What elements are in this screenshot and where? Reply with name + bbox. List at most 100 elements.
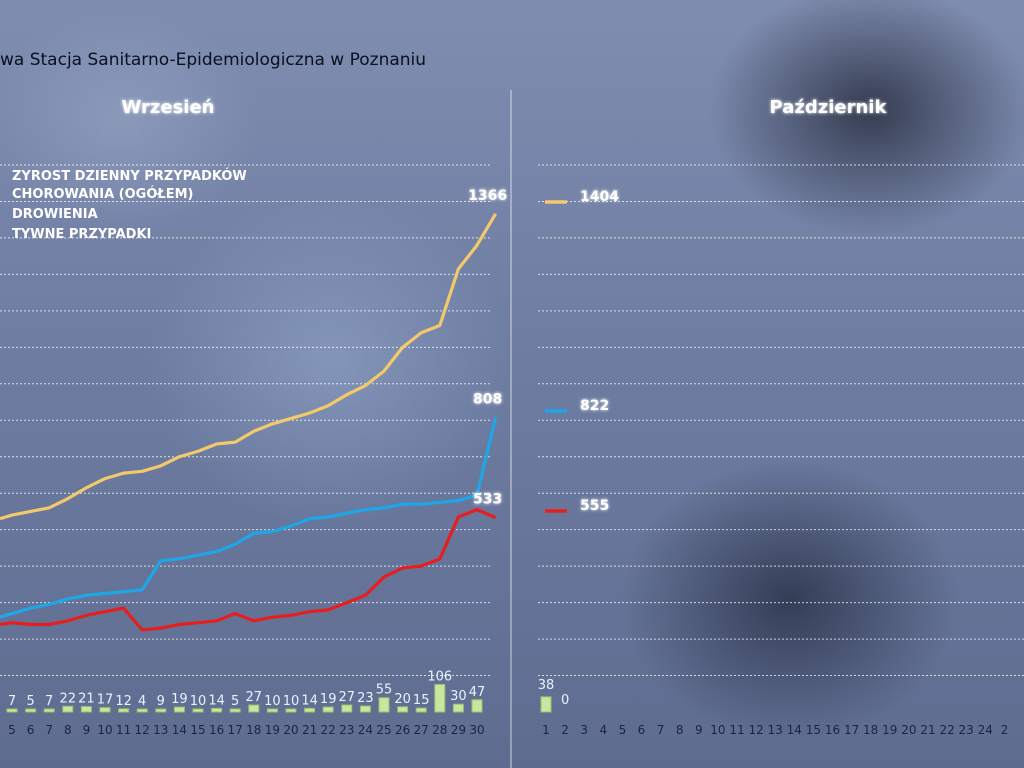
daily-bar-label: 55 xyxy=(376,683,393,698)
x-tick-label: 19 xyxy=(265,723,280,737)
series-end-labels-september: 1366 808 533 xyxy=(468,188,507,508)
series-line-cases xyxy=(0,213,497,521)
grid-right xyxy=(538,164,1024,677)
daily-bar xyxy=(155,708,167,713)
x-tick-label: 20 xyxy=(901,723,916,737)
daily-bar-label: 10 xyxy=(283,694,300,709)
series-value-label-cases: 1404 xyxy=(580,189,619,205)
x-tick-label: 17 xyxy=(228,723,243,737)
x-tick-labels-october: 1 2 3 4 5 6 7 8 9 10 11 12 13 14 15 16 17 18 19 20 21 22 23 24 2 xyxy=(542,723,1008,737)
daily-bar xyxy=(229,708,241,713)
daily-bar-label: 17 xyxy=(97,693,114,708)
daily-bar-label: 23 xyxy=(357,691,374,706)
x-tick-label: 18 xyxy=(246,723,261,737)
daily-bar-label: 14 xyxy=(208,693,225,708)
daily-bar xyxy=(136,708,148,713)
source-caption: wa Stacja Sanitarno-Epidemiologiczna w P… xyxy=(0,50,426,70)
daily-bar xyxy=(99,707,111,713)
daily-bars-october xyxy=(540,696,552,713)
daily-bar-label: 19 xyxy=(171,692,188,707)
daily-bar-label: 12 xyxy=(115,694,132,709)
daily-bar xyxy=(43,708,55,713)
x-tick-label: 16 xyxy=(209,723,224,737)
x-tick-label: 7 xyxy=(45,723,53,737)
x-tick-label: 6 xyxy=(638,723,646,737)
x-tick-label: 8 xyxy=(64,723,72,737)
daily-bar-label: 9 xyxy=(157,694,165,709)
daily-bar xyxy=(266,708,278,713)
daily-bar xyxy=(378,697,390,713)
daily-bar xyxy=(452,703,464,713)
x-tick-label: 14 xyxy=(787,723,802,737)
daily-bar-label: 27 xyxy=(339,690,356,705)
series-end-label-recoveries: 808 xyxy=(473,391,502,407)
daily-bar xyxy=(6,708,18,713)
daily-bar-label: 38 xyxy=(538,678,555,693)
x-tick-label: 10 xyxy=(97,723,112,737)
x-tick-label: 9 xyxy=(695,723,703,737)
series-line-active xyxy=(0,508,497,632)
series-line-recoveries xyxy=(0,416,498,619)
x-tick-label: 8 xyxy=(676,723,684,737)
series-value-label-active: 555 xyxy=(580,498,609,514)
x-tick-label: 17 xyxy=(844,723,859,737)
x-tick-label: 12 xyxy=(135,723,150,737)
series-end-label-cases: 1366 xyxy=(468,188,507,204)
daily-bar xyxy=(540,696,552,713)
x-tick-label: 21 xyxy=(920,723,935,737)
x-tick-label: 18 xyxy=(863,723,878,737)
daily-bar-label: 0 xyxy=(561,693,569,708)
legend-recoveries: DROWIENIA xyxy=(12,207,98,222)
daily-bar-label: 30 xyxy=(450,689,467,704)
x-tick-label: 9 xyxy=(83,723,91,737)
x-tick-label: 20 xyxy=(283,723,298,737)
x-tick-label: 4 xyxy=(599,723,607,737)
series-end-label-active: 533 xyxy=(473,492,502,508)
x-tick-label: 28 xyxy=(432,723,447,737)
daily-bar-label: 20 xyxy=(394,692,411,707)
daily-bar-label: 10 xyxy=(264,694,281,709)
daily-bar-label: 7 xyxy=(45,694,53,709)
x-tick-label: 2 xyxy=(1001,723,1009,737)
x-tick-label: 5 xyxy=(8,723,16,737)
x-tick-label: 23 xyxy=(339,723,354,737)
daily-bar-label: 5 xyxy=(26,694,34,709)
daily-bar-labels-september: 2757222117124919101452710101419272355201… xyxy=(8,669,485,709)
x-tick-label: 29 xyxy=(451,723,466,737)
daily-bar xyxy=(341,704,353,713)
daily-bar xyxy=(173,706,185,713)
x-tick-label: 10 xyxy=(710,723,725,737)
x-tick-label: 11 xyxy=(729,723,744,737)
x-tick-label: 24 xyxy=(358,723,373,737)
chart-title-september: Wrzesień xyxy=(121,97,214,118)
x-tick-label: 15 xyxy=(806,723,821,737)
daily-bar xyxy=(248,704,260,713)
daily-bar xyxy=(304,707,316,713)
daily-bar xyxy=(434,683,446,713)
series-value-label-recoveries: 822 xyxy=(580,398,609,414)
x-tick-label: 24 xyxy=(978,723,993,737)
daily-bar xyxy=(25,708,37,713)
x-tick-label: 7 xyxy=(657,723,665,737)
daily-bar-label: 5 xyxy=(231,694,239,709)
daily-bar-label: 21 xyxy=(78,692,95,707)
x-tick-labels-september: 5 6 7 8 9 10 11 12 13 14 15 16 17 18 19 20 21 22 23 24 25 26 2… xyxy=(8,723,484,737)
x-tick-label: 21 xyxy=(302,723,317,737)
x-tick-label: 30 xyxy=(469,723,484,737)
chart-title-october: Październik xyxy=(770,97,888,118)
legend-active-cases: TYWNE PRZYPADKI xyxy=(12,227,151,242)
x-tick-label: 1 xyxy=(542,723,550,737)
x-tick-label: 14 xyxy=(172,723,187,737)
daily-bar-label: 10 xyxy=(190,694,207,709)
legend-daily-increase: ZYROST DZIENNY PRZYPADKÓW xyxy=(12,168,247,184)
x-tick-label: 23 xyxy=(959,723,974,737)
legend: ZYROST DZIENNY PRZYPADKÓW CHOROWANIA (OG… xyxy=(12,168,247,242)
daily-bar xyxy=(62,705,74,713)
daily-bars-september xyxy=(6,683,483,713)
daily-bar xyxy=(471,699,483,713)
daily-bar xyxy=(415,707,427,713)
daily-bar-label: 22 xyxy=(60,691,77,706)
daily-bar-label: 15 xyxy=(413,693,430,708)
series-markers-october: 1404 822 555 xyxy=(545,189,619,514)
x-tick-label: 16 xyxy=(825,723,840,737)
